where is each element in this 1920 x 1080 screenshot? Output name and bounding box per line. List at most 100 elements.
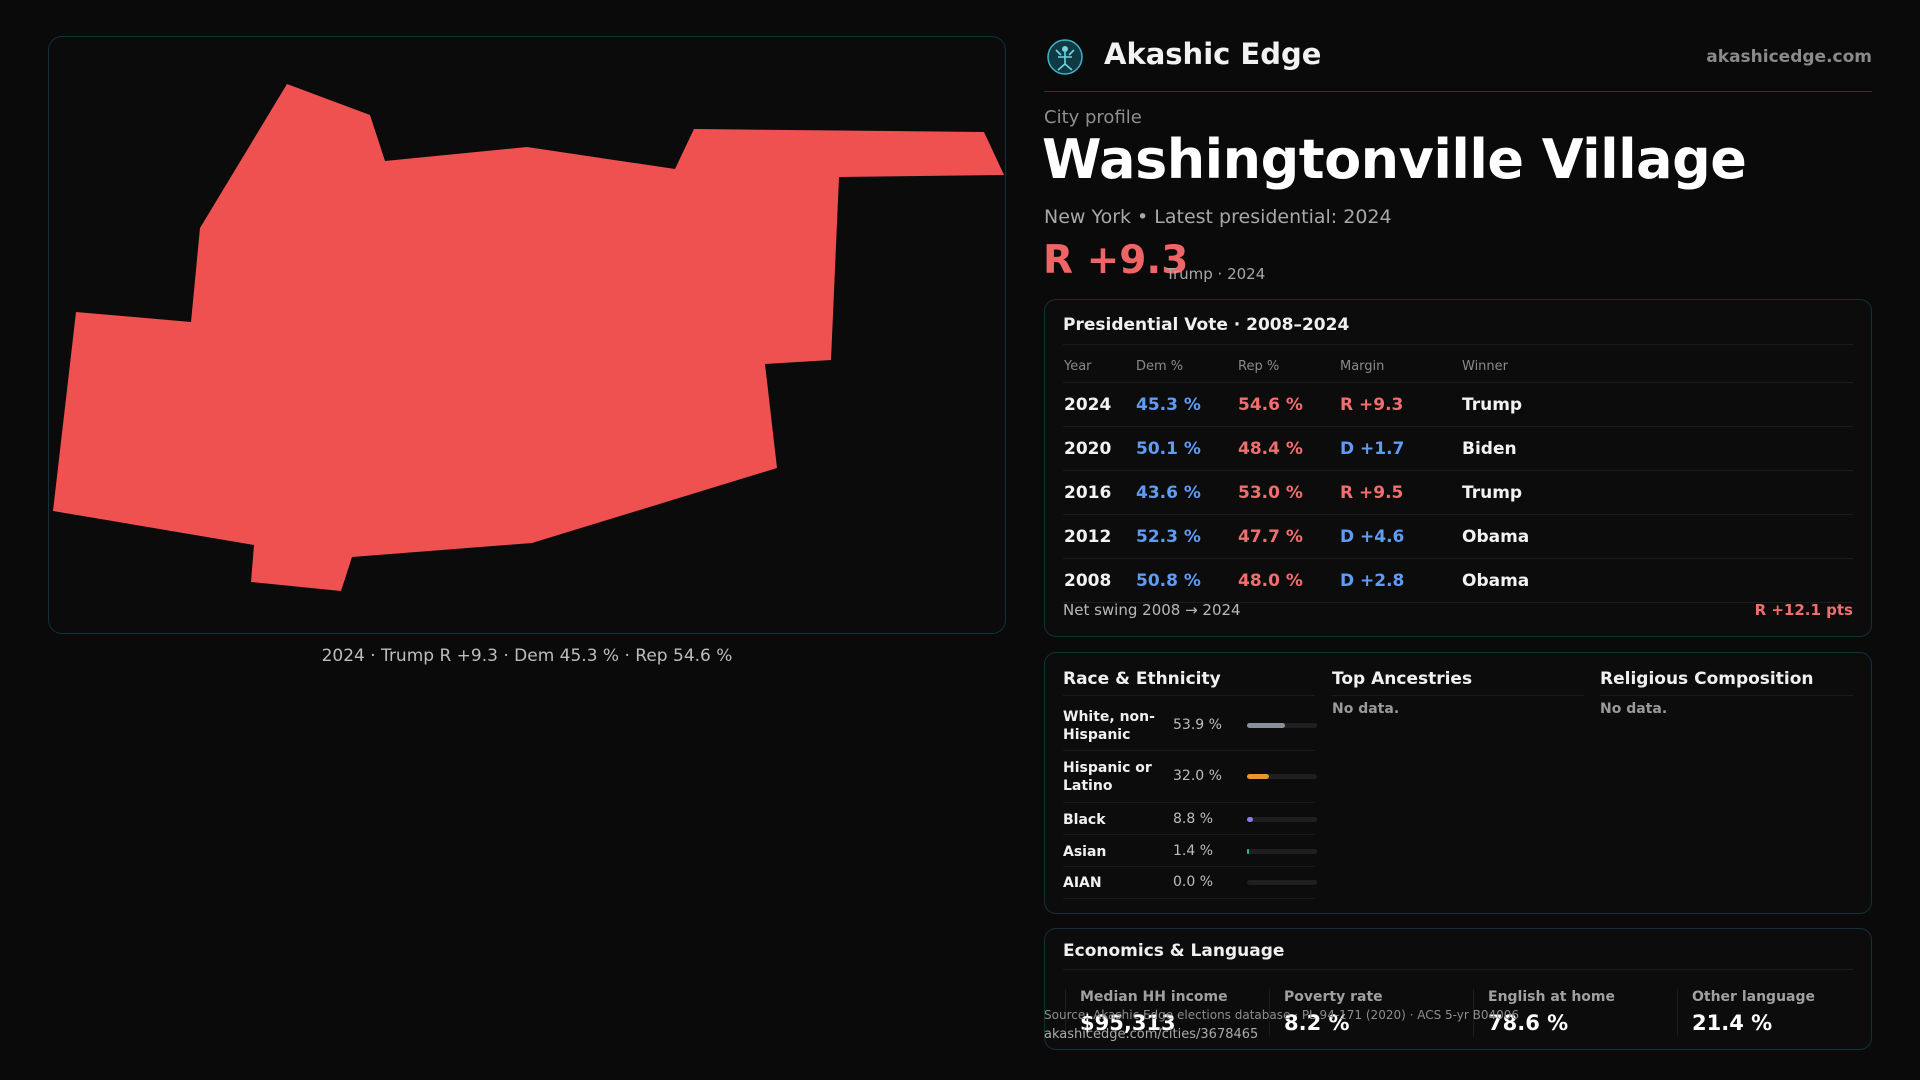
ethnicity-bar bbox=[1247, 723, 1317, 728]
net-swing-value: R +12.1 pts bbox=[1754, 601, 1853, 619]
cell-year: 2012 bbox=[1063, 514, 1135, 559]
source-text: Source: Akashic Edge elections database … bbox=[1044, 1008, 1520, 1022]
stat-label: Median HH income bbox=[1080, 989, 1228, 1005]
cell-year: 2020 bbox=[1063, 426, 1135, 471]
ethnicity-percent: 53.9 % bbox=[1173, 717, 1222, 733]
map-panel[interactable] bbox=[48, 36, 1006, 634]
stat-label: English at home bbox=[1488, 989, 1616, 1005]
ethnicity-name: AIAN bbox=[1063, 875, 1102, 891]
race-ethnicity-title: Race & Ethnicity bbox=[1063, 669, 1221, 689]
stat-value: 21.4 % bbox=[1692, 1011, 1773, 1035]
table-row: 2024 45.3 % 54.6 % R +9.3 Trump bbox=[1063, 382, 1853, 427]
cell-margin: R +9.3 bbox=[1339, 382, 1461, 427]
stat-other-language: Other language 21.4 % bbox=[1677, 989, 1853, 1037]
ethnicity-bar bbox=[1247, 774, 1317, 779]
ethnicity-bar-fill bbox=[1247, 849, 1249, 854]
cell-margin: D +2.8 bbox=[1339, 558, 1461, 603]
column-header-year: Year bbox=[1063, 350, 1135, 383]
map-caption: 2024 · Trump R +9.3 · Dem 45.3 % · Rep 5… bbox=[321, 646, 733, 666]
presidential-vote-title: Presidential Vote · 2008–2024 bbox=[1063, 315, 1350, 335]
headline-margin-note: Trump · 2024 bbox=[1166, 265, 1266, 283]
cell-dem: 43.6 % bbox=[1135, 470, 1237, 515]
cell-winner: Biden bbox=[1461, 426, 1853, 471]
ethnicity-bar bbox=[1247, 849, 1317, 854]
table-row: 2012 52.3 % 47.7 % D +4.6 Obama bbox=[1063, 514, 1853, 559]
cell-dem: 50.1 % bbox=[1135, 426, 1237, 471]
ethnicity-row: White, non-Hispanic 53.9 % bbox=[1063, 703, 1317, 751]
stat-poverty-rate: Poverty rate 8.2 % bbox=[1269, 989, 1467, 1037]
cell-dem: 50.8 % bbox=[1135, 558, 1237, 603]
ethnicity-name: White, non-Hispanic bbox=[1063, 709, 1155, 743]
cell-winner: Trump bbox=[1461, 382, 1853, 427]
page-kicker: City profile bbox=[1044, 107, 1142, 128]
headline-margin: R +9.3 bbox=[1043, 238, 1189, 283]
presidential-vote-card: Presidential Vote · 2008–2024 Year Dem %… bbox=[1044, 299, 1872, 637]
presidential-vote-table: Year Dem % Rep % Margin Winner 2024 45.3… bbox=[1063, 350, 1853, 603]
card-divider bbox=[1063, 969, 1853, 970]
ethnicity-name: Hispanic or Latino bbox=[1063, 760, 1152, 794]
stat-value: 78.6 % bbox=[1488, 1011, 1569, 1035]
source-url-link[interactable]: akashicedge.com/cities/3678465 bbox=[1044, 1027, 1259, 1042]
cell-year: 2016 bbox=[1063, 470, 1135, 515]
city-boundary-map[interactable] bbox=[49, 37, 1007, 635]
religious-composition-title: Religious Composition bbox=[1600, 669, 1814, 689]
column-header-margin: Margin bbox=[1339, 350, 1461, 383]
brand-name[interactable]: Akashic Edge bbox=[1104, 37, 1322, 71]
ethnicity-name: Asian bbox=[1063, 844, 1107, 860]
cell-margin: D +4.6 bbox=[1339, 514, 1461, 559]
ethnicity-percent: 32.0 % bbox=[1173, 768, 1222, 784]
cell-rep: 53.0 % bbox=[1237, 470, 1339, 515]
ancestries-empty-text: No data. bbox=[1332, 701, 1400, 717]
cell-year: 2024 bbox=[1063, 382, 1135, 427]
ethnicity-row: Hispanic or Latino 32.0 % bbox=[1063, 751, 1317, 803]
ethnicity-row: Asian 1.4 % bbox=[1063, 835, 1317, 867]
ethnicity-percent: 1.4 % bbox=[1173, 843, 1214, 859]
table-row: 2008 50.8 % 48.0 % D +2.8 Obama bbox=[1063, 558, 1853, 603]
column-header-rep: Rep % bbox=[1237, 350, 1339, 383]
cell-rep: 48.4 % bbox=[1237, 426, 1339, 471]
column-header-winner: Winner bbox=[1461, 350, 1853, 383]
stat-label: Poverty rate bbox=[1284, 989, 1383, 1005]
akashic-edge-logo-icon[interactable] bbox=[1046, 38, 1084, 76]
stat-english-at-home: English at home 78.6 % bbox=[1473, 989, 1671, 1037]
stat-value: $95,313 bbox=[1080, 1011, 1176, 1035]
ethnicity-bar bbox=[1247, 817, 1317, 822]
ethnicity-row: AIAN 0.0 % bbox=[1063, 867, 1317, 899]
cell-year: 2008 bbox=[1063, 558, 1135, 603]
stat-label: Other language bbox=[1692, 989, 1815, 1005]
card-divider bbox=[1063, 695, 1315, 696]
source-footer: Source: Akashic Edge elections database … bbox=[1044, 1005, 1519, 1045]
table-header-row: Year Dem % Rep % Margin Winner bbox=[1063, 350, 1853, 383]
cell-margin: D +1.7 bbox=[1339, 426, 1461, 471]
card-divider bbox=[1600, 695, 1853, 696]
cell-winner: Obama bbox=[1461, 558, 1853, 603]
cell-rep: 48.0 % bbox=[1237, 558, 1339, 603]
column-header-dem: Dem % bbox=[1135, 350, 1237, 383]
ethnicity-bar-fill bbox=[1247, 817, 1254, 822]
ethnicity-bar-fill bbox=[1247, 723, 1285, 728]
cell-rep: 54.6 % bbox=[1237, 382, 1339, 427]
ethnicity-bar-fill bbox=[1247, 774, 1270, 779]
ethnicity-name: Black bbox=[1063, 812, 1106, 828]
ethnicity-percent: 8.8 % bbox=[1173, 811, 1214, 827]
brand-url-link[interactable]: akashicedge.com bbox=[1706, 47, 1872, 67]
stat-value: 8.2 % bbox=[1284, 1011, 1350, 1035]
header-divider bbox=[1044, 91, 1872, 92]
demographics-card: Race & Ethnicity White, non-Hispanic 53.… bbox=[1044, 652, 1872, 914]
cell-margin: R +9.5 bbox=[1339, 470, 1461, 515]
cell-winner: Obama bbox=[1461, 514, 1853, 559]
cell-dem: 52.3 % bbox=[1135, 514, 1237, 559]
card-divider bbox=[1063, 344, 1853, 345]
ethnicity-percent: 0.0 % bbox=[1173, 874, 1214, 890]
stat-median-income: Median HH income $95,313 bbox=[1065, 989, 1263, 1037]
cell-dem: 45.3 % bbox=[1135, 382, 1237, 427]
table-row: 2016 43.6 % 53.0 % R +9.5 Trump bbox=[1063, 470, 1853, 515]
page-title: Washingtonville Village bbox=[1042, 128, 1747, 191]
economics-title: Economics & Language bbox=[1063, 941, 1285, 961]
table-row: 2020 50.1 % 48.4 % D +1.7 Biden bbox=[1063, 426, 1853, 471]
ethnicity-row: Black 8.8 % bbox=[1063, 803, 1317, 835]
city-boundary-shape[interactable] bbox=[53, 84, 1004, 591]
religion-empty-text: No data. bbox=[1600, 701, 1668, 717]
card-divider bbox=[1332, 695, 1584, 696]
cell-winner: Trump bbox=[1461, 470, 1853, 515]
